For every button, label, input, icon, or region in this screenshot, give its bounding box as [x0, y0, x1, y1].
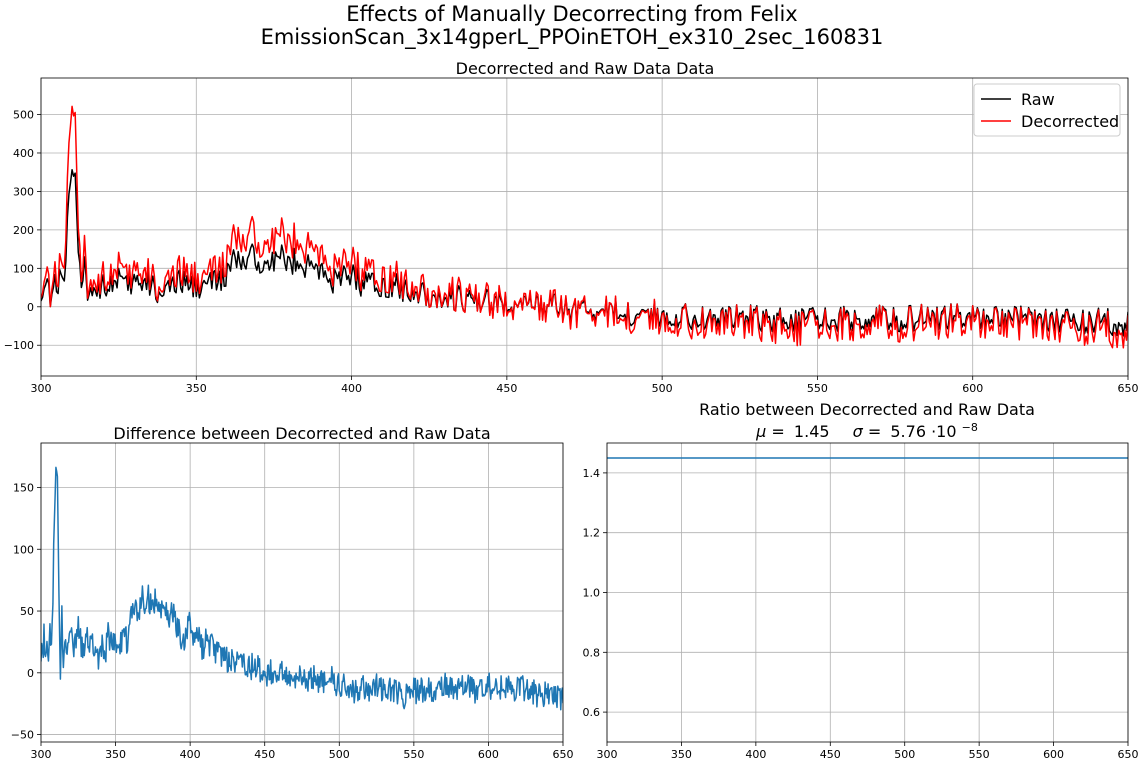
top-ytick-label-5: 400: [13, 147, 34, 160]
bottom-right-ytick-label-3: 1.2: [583, 527, 601, 540]
difference-chart-title: Difference between Decorrected and Raw D…: [113, 424, 490, 443]
legend: Raw Decorrected: [973, 83, 1121, 137]
top-ytick-label-2: 100: [13, 262, 34, 275]
bottom-right-ytick-label-1: 0.8: [583, 646, 601, 659]
difference-chart: Difference between Decorrected and Raw D…: [11, 424, 574, 761]
bottom-left-ytick-label-4: 150: [13, 481, 34, 494]
top-xtick-label-0: 300: [31, 382, 52, 395]
bottom-left-xtick-label-4: 500: [329, 748, 350, 761]
bottom-left-xtick-label-1: 350: [105, 748, 126, 761]
suptitle-line-1: Effects of Manually Decorrecting from Fe…: [346, 2, 797, 26]
top-series-line-1: [41, 105, 1128, 349]
top-xtick-label-7: 650: [1118, 382, 1139, 395]
bottom-right-xtick-label-6: 600: [1043, 748, 1064, 761]
top-xtick-label-6: 600: [962, 382, 983, 395]
top-chart-series: [41, 105, 1128, 349]
ratio-sigma-exponent: −8: [962, 421, 978, 434]
legend-label-raw: Raw: [1021, 90, 1055, 109]
bottom-left-xtick-label-0: 300: [31, 748, 52, 761]
ratio-chart-ticks: 300 350 400 450 500 550 600 650 0.6 0.8 1.0 1.2 1.4: [583, 467, 1139, 761]
difference-chart-frame: [40, 442, 564, 743]
ratio-chart-title: Ratio between Decorrected and Raw Data: [699, 400, 1035, 419]
top-xtick-label-2: 400: [341, 382, 362, 395]
bottom-left-series-line-0: [41, 466, 563, 711]
top-ytick-label-6: 500: [13, 109, 34, 122]
bottom-right-ytick-label-4: 1.4: [583, 467, 601, 480]
top-series-line-0: [41, 169, 1128, 337]
top-chart-frame: [40, 77, 1129, 377]
ratio-chart: Ratio between Decorrected and Raw Data μ…: [583, 400, 1139, 761]
bottom-left-ytick-label-2: 50: [20, 605, 34, 618]
top-xtick-label-3: 450: [496, 382, 517, 395]
bottom-right-xtick-label-1: 350: [671, 748, 692, 761]
bottom-right-xtick-label-3: 450: [820, 748, 841, 761]
top-ytick-label-0: −100: [4, 339, 34, 352]
legend-label-decorrected: Decorrected: [1021, 112, 1119, 131]
bottom-left-xtick-label-6: 600: [478, 748, 499, 761]
top-ytick-label-1: 0: [27, 301, 34, 314]
bottom-right-xtick-label-4: 500: [894, 748, 915, 761]
bottom-left-ytick-label-3: 100: [13, 543, 34, 556]
difference-chart-grid: [40, 443, 564, 742]
bottom-right-ytick-label-2: 1.0: [583, 587, 601, 600]
top-xtick-label-4: 500: [652, 382, 673, 395]
bottom-right-xtick-label-7: 650: [1118, 748, 1139, 761]
top-chart-ticks: 300 350 400 450 500 550 600 650 −100 0 100 200 300 40…: [4, 109, 1139, 395]
ratio-mu-value: 1.45: [794, 422, 830, 441]
top-xtick-label-1: 350: [186, 382, 207, 395]
bottom-right-xtick-label-5: 550: [969, 748, 990, 761]
difference-chart-series: [41, 466, 563, 711]
top-xtick-label-5: 550: [807, 382, 828, 395]
bottom-left-xtick-label-2: 400: [180, 748, 201, 761]
bottom-left-xtick-label-3: 450: [254, 748, 275, 761]
ratio-mu-label: μ =: [755, 422, 785, 441]
top-ytick-label-3: 200: [13, 224, 34, 237]
bottom-left-xtick-label-7: 650: [553, 748, 574, 761]
bottom-left-ytick-label-1: 0: [27, 667, 34, 680]
top-ytick-label-4: 300: [13, 185, 34, 198]
difference-chart-ticks: 300 350 400 450 500 550 600 650 −50 0 50 100 150: [11, 481, 574, 761]
bottom-left-ytick-label-0: −50: [11, 729, 34, 742]
legend-box: [973, 83, 1121, 137]
suptitle-line-2: EmissionScan_3x14gperL_PPOinETOH_ex310_2…: [261, 25, 884, 50]
ratio-sigma-label: σ =: [853, 422, 882, 441]
top-chart: Decorrected and Raw Data Data 300 350 400 4…: [4, 59, 1139, 395]
bottom-right-xtick-label-0: 300: [597, 748, 618, 761]
bottom-left-xtick-label-5: 550: [403, 748, 424, 761]
ratio-sigma-value: 5.76 ·10: [890, 422, 956, 441]
bottom-right-ytick-label-0: 0.6: [583, 706, 601, 719]
ratio-stats: μ = 1.45 σ = 5.76 ·10 −8: [755, 421, 978, 441]
ratio-chart-grid: [606, 443, 1129, 742]
top-chart-title: Decorrected and Raw Data Data: [456, 59, 715, 78]
bottom-right-xtick-label-2: 400: [745, 748, 766, 761]
